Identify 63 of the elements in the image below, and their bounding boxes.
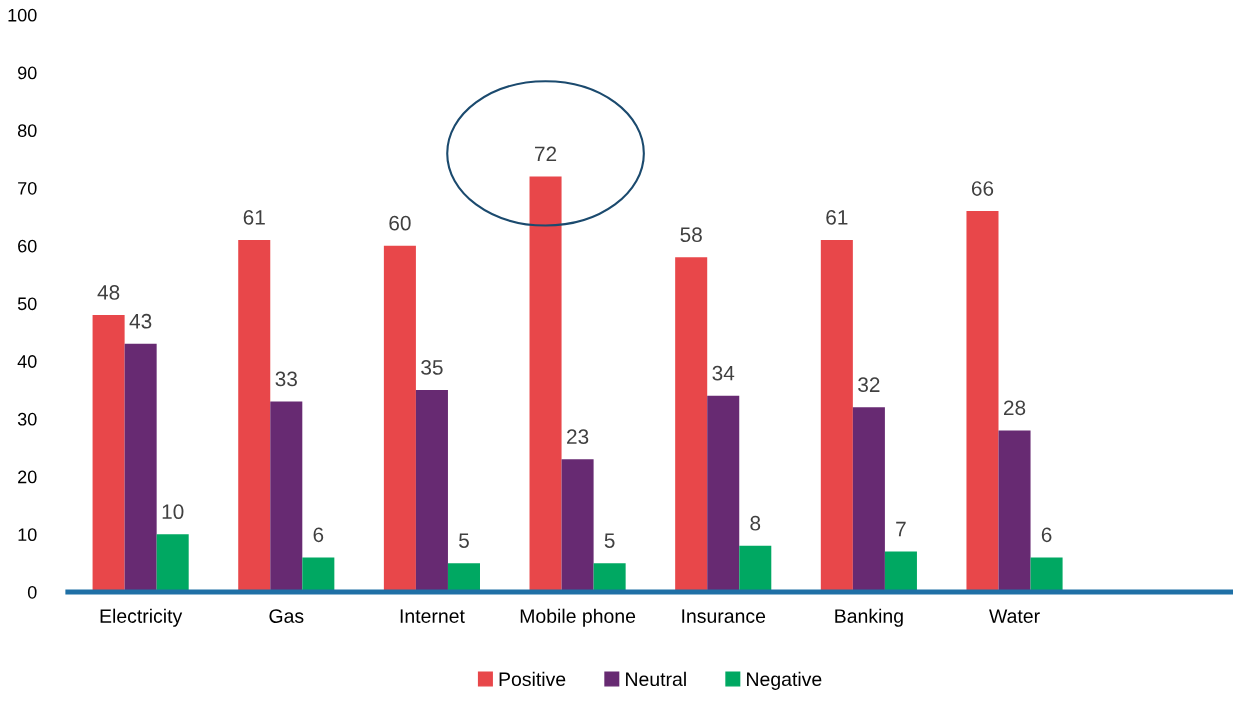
data-label: 28 (1003, 400, 1026, 416)
bar (529, 176, 562, 593)
x-tick-label: Insurance (682, 609, 766, 623)
data-label: 10 (162, 504, 184, 520)
legend-label: Neutral (626, 671, 686, 687)
data-label: 33 (275, 371, 297, 387)
y-tick-label: 50 (17, 297, 37, 311)
y-tick-label: 90 (18, 66, 37, 80)
data-label: 61 (826, 209, 848, 225)
bar (820, 239, 853, 593)
bar (1030, 557, 1063, 593)
data-label: 23 (567, 429, 589, 445)
bar (966, 211, 999, 593)
x-tick-label: Gas (269, 609, 304, 623)
data-label: 6 (1041, 527, 1052, 543)
x-tick-label: Mobile phone (520, 608, 636, 627)
bar (270, 401, 303, 593)
bar (852, 407, 885, 593)
data-label: 35 (421, 360, 443, 375)
data-label: 72 (535, 146, 557, 162)
x-tick-label: Electricity (100, 608, 183, 627)
bar (739, 545, 772, 593)
x-tick-label: Banking (835, 608, 903, 627)
data-label: 6 (313, 527, 324, 543)
x-tick-label: Water (989, 609, 1040, 623)
y-tick-label: 70 (18, 181, 37, 195)
bar (156, 534, 189, 593)
bar (447, 563, 480, 593)
y-tick-label: 60 (18, 239, 37, 253)
y-tick-label: 20 (18, 470, 37, 484)
data-label: 7 (896, 521, 906, 537)
y-tick-label: 30 (17, 412, 37, 426)
y-tick-label: 10 (18, 528, 37, 542)
data-label: 58 (680, 227, 702, 243)
data-label: 34 (712, 365, 735, 381)
legend-label: Positive (499, 671, 566, 687)
data-label: 5 (459, 533, 469, 548)
bar (884, 551, 917, 593)
bar (998, 430, 1031, 593)
legend-label: Negative (747, 671, 822, 690)
bar (124, 343, 157, 593)
data-label: 61 (243, 209, 265, 225)
bar (415, 390, 448, 593)
data-label: 66 (971, 181, 994, 196)
bar (561, 459, 594, 593)
data-label: 48 (97, 285, 120, 300)
y-tick-label: 80 (17, 124, 37, 138)
bar (302, 557, 335, 593)
x-tick-label: Internet (400, 609, 465, 623)
bar (92, 314, 125, 593)
bar (675, 257, 708, 593)
y-tick-label: 100 (8, 8, 37, 22)
data-label: 8 (750, 515, 761, 531)
data-label: 32 (858, 377, 880, 393)
bar (238, 239, 271, 593)
bar (383, 245, 416, 593)
bar (707, 395, 740, 593)
data-label: 43 (129, 313, 152, 329)
y-tick-label: 0 (27, 585, 37, 599)
y-tick-label: 40 (17, 355, 37, 368)
bar (593, 563, 626, 593)
data-label: 60 (389, 215, 411, 231)
data-label: 5 (604, 533, 615, 548)
